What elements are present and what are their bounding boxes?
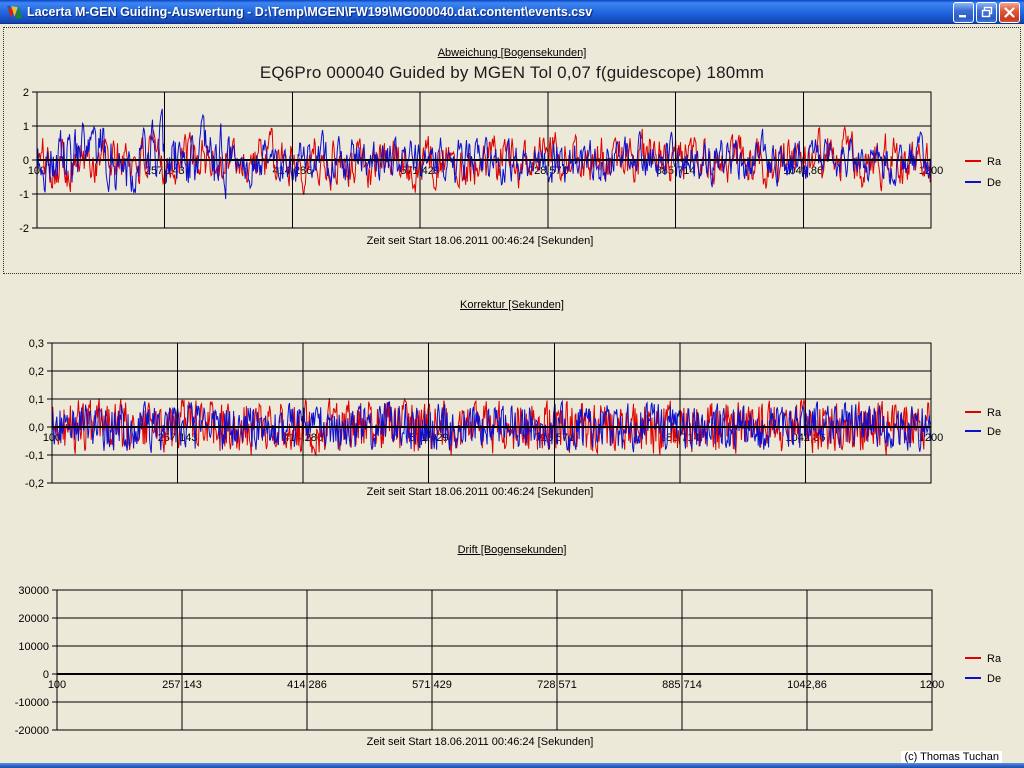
drift-plot-border [57,590,932,730]
app-logo-icon [6,4,23,21]
korrektur-plot-border [52,343,931,483]
korrektur-y-tick-label: 0,2 [29,366,44,378]
drift-x-tick-label: 257,143 [162,679,202,691]
credit-label: (c) Thomas Tuchan [901,751,1002,763]
drift-y-tick-label: -10000 [15,697,49,709]
drift-x-tick-label: 571,429 [412,679,452,691]
korrektur-x-tick-label: 728,571 [534,432,574,444]
drift-x-tick-label: 728,571 [537,679,577,691]
drift-x-tick-label: 100 [48,679,66,691]
korrektur-x-tick-label: 257,143 [158,432,198,444]
drift-legend-label-ra: Ra [987,653,1002,665]
window-title: Lacerta M-GEN Guiding-Auswertung - D:\Te… [27,5,953,19]
title-bar: Lacerta M-GEN Guiding-Auswertung - D:\Te… [0,0,1024,24]
korrektur-x-tick-label: 414,286 [283,432,323,444]
drift-y-tick-label: 10000 [18,641,49,653]
close-button[interactable] [999,2,1020,23]
korrektur-legend-label-de: De [987,426,1001,438]
window-bottom-border [0,763,1024,768]
korrektur-x-axis-label: Zeit seit Start 18.06.2011 00:46:24 [Sek… [0,486,960,498]
close-icon [1004,7,1015,18]
minimize-button[interactable] [953,2,974,23]
drift-x-axis-label: Zeit seit Start 18.06.2011 00:46:24 [Sek… [0,736,960,748]
korrektur-ra-series [52,398,931,455]
drift-y-tick-label: 0 [43,669,49,681]
drift-chart-header: Drift [Bogensekunden] [0,544,1024,556]
drift-x-tick-label: 1200 [920,679,944,691]
drift-x-tick-label: 1042,86 [787,679,827,691]
drift-legend-label-de: De [987,673,1001,685]
restore-icon [981,6,993,18]
drift-y-tick-label: 30000 [18,585,49,597]
korrektur-x-tick-label: 571,429 [409,432,449,444]
korrektur-de-series [52,401,931,452]
korrektur-y-tick-label: 0,3 [29,338,44,350]
korrektur-legend-label-ra: Ra [987,407,1002,419]
drift-y-tick-label: 20000 [18,613,49,625]
restore-button[interactable] [976,2,997,23]
korrektur-x-tick-label: 100 [43,432,61,444]
korrektur-x-tick-label: 1200 [919,432,943,444]
abweichung-x-axis-label: Zeit seit Start 18.06.2011 00:46:24 [Sek… [0,235,960,247]
drift-x-tick-label: 885,714 [662,679,702,691]
korrektur-x-tick-label: 1042,86 [786,432,826,444]
korrektur-y-tick-label: 0,1 [29,394,44,406]
drift-x-tick-label: 414,286 [287,679,327,691]
korrektur-x-tick-label: 885,714 [660,432,700,444]
korrektur-y-tick-label: -0,1 [25,450,44,462]
drift-chart: 100 257,143 414,286 571,429 728,571 885,714 10… [15,585,1002,737]
korrektur-chart: 100 257,143 414,286 571,429 728,571 885,714 10… [25,338,1002,490]
minimize-icon [958,7,969,18]
window-controls [953,2,1020,23]
korrektur-y-tick-label: 0,0 [29,422,44,434]
application-window: Lacerta M-GEN Guiding-Auswertung - D:\Te… [0,0,1024,768]
korrektur-chart-header: Korrektur [Sekunden] [0,299,1024,311]
chart-main-title: EQ6Pro 000040 Guided by MGEN Tol 0,07 f(… [0,63,1024,83]
abweichung-chart-header: Abweichung [Bogensekunden] [0,47,1024,59]
